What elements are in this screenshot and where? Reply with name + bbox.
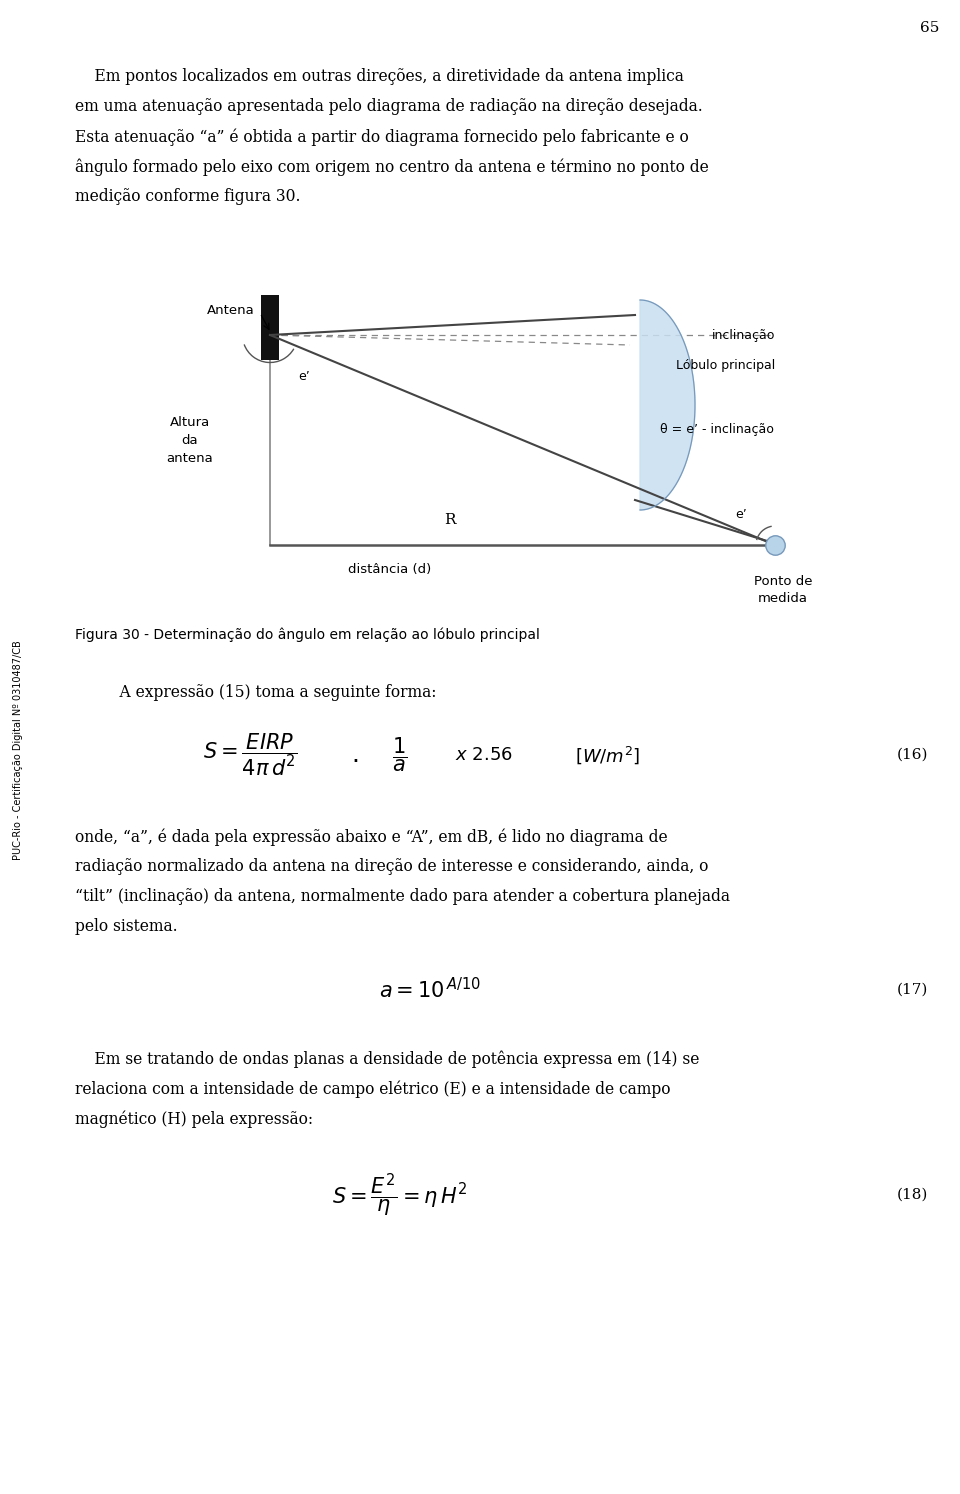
Text: onde, “a”, é dada pela expressão abaixo e “A”, em dB, é lido no diagrama de: onde, “a”, é dada pela expressão abaixo … xyxy=(75,828,667,846)
Text: radiação normalizado da antena na direção de interesse e considerando, ainda, o: radiação normalizado da antena na direçã… xyxy=(75,858,708,875)
Text: Em pontos localizados em outras direções, a diretividade da antena implica: Em pontos localizados em outras direções… xyxy=(75,69,684,85)
Text: Em se tratando de ondas planas a densidade de potência expressa em (14) se: Em se tratando de ondas planas a densida… xyxy=(75,1050,700,1068)
Text: 65: 65 xyxy=(921,21,940,34)
Text: R: R xyxy=(444,512,456,527)
Bar xyxy=(261,294,279,360)
Text: distância (d): distância (d) xyxy=(348,563,432,577)
Text: $S = \dfrac{EIRP}{4\pi\, d^2}$: $S = \dfrac{EIRP}{4\pi\, d^2}$ xyxy=(203,732,298,778)
Text: inclinação: inclinação xyxy=(711,329,775,342)
Text: PUC-Rio - Certificação Digital Nº 0310487/CB: PUC-Rio - Certificação Digital Nº 031048… xyxy=(13,639,23,861)
Text: em uma atenuação apresentada pelo diagrama de radiação na direção desejada.: em uma atenuação apresentada pelo diagra… xyxy=(75,99,703,115)
Text: Esta atenuação “a” é obtida a partir do diagrama fornecido pelo fabricante e o: Esta atenuação “a” é obtida a partir do … xyxy=(75,128,688,145)
Text: $\left[W / m^2\right]$: $\left[W / m^2\right]$ xyxy=(575,744,640,766)
Text: (18): (18) xyxy=(897,1188,927,1203)
Text: A expressão (15) toma a seguinte forma:: A expressão (15) toma a seguinte forma: xyxy=(100,684,437,701)
Polygon shape xyxy=(640,300,695,509)
Text: magnético (H) pela expressão:: magnético (H) pela expressão: xyxy=(75,1110,313,1128)
Text: (16): (16) xyxy=(897,748,927,762)
Text: medição conforme figura 30.: medição conforme figura 30. xyxy=(75,188,300,205)
Text: θ = e’ - inclinação: θ = e’ - inclinação xyxy=(660,423,774,436)
Text: $\dfrac{1}{a}$: $\dfrac{1}{a}$ xyxy=(393,735,408,774)
Text: Ponto de
medida: Ponto de medida xyxy=(754,575,812,605)
Text: pelo sistema.: pelo sistema. xyxy=(75,917,178,935)
Text: Antena: Antena xyxy=(207,303,255,317)
Text: Figura 30 - Determinação do ângulo em relação ao lóbulo principal: Figura 30 - Determinação do ângulo em re… xyxy=(75,627,540,641)
Text: $S = \dfrac{E^2}{\eta} = \eta\, H^2$: $S = \dfrac{E^2}{\eta} = \eta\, H^2$ xyxy=(332,1171,468,1219)
Text: $x\ 2.56$: $x\ 2.56$ xyxy=(455,746,513,763)
Text: Lóbulo principal: Lóbulo principal xyxy=(676,359,775,372)
Text: “tilt” (inclinação) da antena, normalmente dado para atender a cobertura planeja: “tilt” (inclinação) da antena, normalmen… xyxy=(75,887,730,905)
Text: $a = 10^{\,A/10}$: $a = 10^{\,A/10}$ xyxy=(379,977,481,1002)
Text: e’: e’ xyxy=(298,371,310,384)
Text: (17): (17) xyxy=(897,983,927,996)
Text: e’: e’ xyxy=(735,508,747,521)
Text: $.$: $.$ xyxy=(351,744,359,766)
Text: relaciona com a intensidade de campo elétrico (E) e a intensidade de campo: relaciona com a intensidade de campo elé… xyxy=(75,1080,670,1098)
Text: ângulo formado pelo eixo com origem no centro da antena e término no ponto de: ângulo formado pelo eixo com origem no c… xyxy=(75,158,708,175)
Text: Altura
da
antena: Altura da antena xyxy=(167,415,213,465)
